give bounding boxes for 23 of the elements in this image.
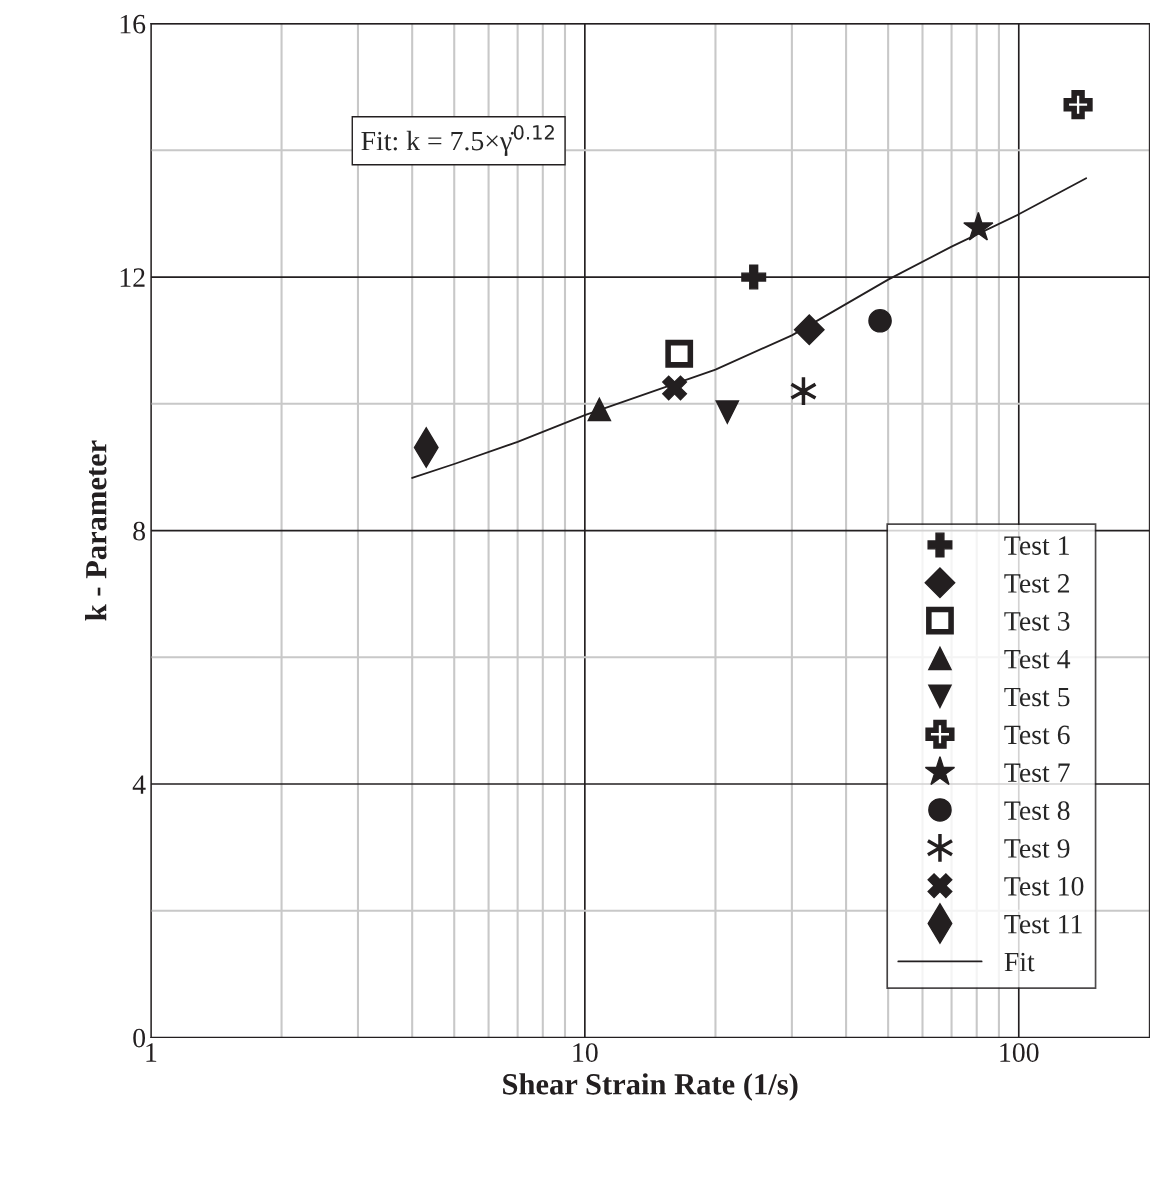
legend-label: Test 10 [1004, 876, 1084, 896]
legend-label: Test 2 [1004, 574, 1070, 593]
legend-label: Test 8 [1004, 801, 1070, 820]
y-tick-label: 12 [120, 268, 145, 287]
y-axis-title: k - Parameter [85, 440, 107, 621]
x-tick-label: 1 [146, 1043, 157, 1062]
legend-label: Test 5 [1004, 687, 1070, 707]
legend-label: Test 4 [1004, 649, 1071, 669]
legend-label: Test 6 [1004, 725, 1070, 745]
x-tick-label: 100 [1000, 1043, 1039, 1062]
y-tick-label: 16 [120, 14, 146, 34]
y-tick-label: 4 [132, 775, 146, 794]
legend-label: Test 7 [1004, 763, 1070, 783]
legend-label: Test 9 [1004, 839, 1070, 858]
y-tick-label: 0 [133, 1028, 146, 1048]
legend-label: Test 3 [1004, 611, 1070, 631]
legend-label: Test 1 [1004, 536, 1069, 555]
annotation: Fit: k = 7.5×γ̇$^{0.12}$ [361, 125, 554, 157]
legend-label: Fit [1004, 952, 1035, 972]
x-tick-label: 10 [573, 1043, 598, 1062]
y-tick-label: 8 [133, 521, 146, 541]
legend-label: Test 11 [1004, 914, 1082, 934]
x-axis-title: Shear Strain Rate (1/s) [503, 1073, 798, 1101]
